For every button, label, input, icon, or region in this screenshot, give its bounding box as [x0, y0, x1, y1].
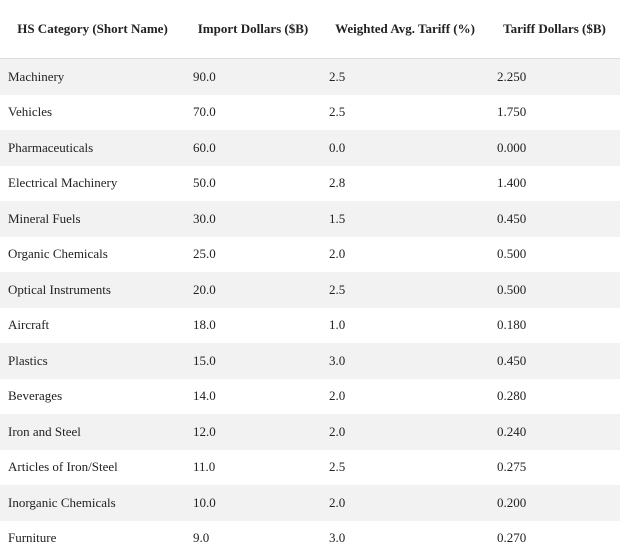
column-header: Import Dollars ($B) — [185, 0, 321, 59]
table-cell: 14.0 — [193, 388, 216, 404]
table-cell: 10.0 — [185, 485, 321, 521]
table-row: Machinery 90.0 2.5 2.250 — [0, 58, 620, 95]
table-cell: 1.0 — [329, 317, 346, 333]
table-cell: 0.450 — [489, 343, 620, 379]
table-cell: 12.0 — [185, 414, 321, 450]
table-cell: Pharmaceuticals — [0, 130, 185, 166]
table-cell: Aircraft — [8, 317, 50, 333]
table-row: Aircraft 18.0 1.0 0.180 — [0, 308, 620, 344]
table-row: Inorganic Chemicals 10.0 2.0 0.200 — [0, 485, 620, 521]
table-cell: Iron and Steel — [0, 414, 185, 450]
table-cell: 1.750 — [497, 104, 527, 120]
table-cell: 0.240 — [489, 414, 620, 450]
column-header: Weighted Avg. Tariff (%) — [321, 0, 489, 59]
table-row: Optical Instruments 20.0 2.5 0.500 — [0, 272, 620, 308]
table-cell: 70.0 — [193, 104, 216, 120]
table-cell: Inorganic Chemicals — [0, 485, 185, 521]
table-cell: 30.0 — [185, 201, 321, 237]
table-cell: 2.0 — [321, 485, 489, 521]
table-cell: 0.180 — [497, 317, 527, 333]
table-cell: 2.0 — [329, 246, 346, 262]
table-cell: Beverages — [8, 388, 63, 404]
table-cell: Machinery — [0, 58, 185, 95]
table-row: Iron and Steel 12.0 2.0 0.240 — [0, 414, 620, 450]
table-cell: 2.8 — [329, 175, 346, 191]
table-cell: 1.400 — [497, 175, 527, 191]
table-body: Machinery 90.0 2.5 2.250 Vehicles 70.0 2.5 1.75… — [0, 58, 620, 557]
table-row: Articles of Iron/Steel 11.0 2.5 0.275 — [0, 450, 620, 486]
table-cell: 0.000 — [489, 130, 620, 166]
table-cell: 15.0 — [185, 343, 321, 379]
table-cell: 3.0 — [329, 530, 346, 546]
table-cell: 60.0 — [185, 130, 321, 166]
table-cell: 2.250 — [489, 58, 620, 95]
table-cell: 0.280 — [497, 388, 527, 404]
table-cell: 2.0 — [329, 388, 346, 404]
table-cell: 20.0 — [185, 272, 321, 308]
table-cell: 0.200 — [489, 485, 620, 521]
table-cell: Organic Chemicals — [8, 246, 108, 262]
table-cell: 0.450 — [489, 201, 620, 237]
table-row: Organic Chemicals 25.0 2.0 0.500 — [0, 237, 620, 273]
table-cell: 1.5 — [321, 201, 489, 237]
table-cell: Electrical Machinery — [8, 175, 118, 191]
table-cell: 0.500 — [497, 246, 527, 262]
table-cell: 0.275 — [497, 459, 527, 475]
table-cell: 2.0 — [321, 414, 489, 450]
header-row: HS Category (Short Name) Import Dollars (… — [0, 0, 620, 59]
table-cell: Plastics — [0, 343, 185, 379]
table-cell: Vehicles — [8, 104, 53, 120]
column-header: HS Category (Short Name) — [0, 0, 185, 59]
table-cell: 11.0 — [193, 459, 216, 475]
table-cell: 2.5 — [321, 58, 489, 95]
table-cell: 3.0 — [321, 343, 489, 379]
table-cell: 0.0 — [321, 130, 489, 166]
table-cell: 2.5 — [321, 272, 489, 308]
table-cell: 9.0 — [193, 530, 210, 546]
table-cell: 0.500 — [489, 272, 620, 308]
table-cell: Articles of Iron/Steel — [8, 459, 118, 475]
table-row: Electrical Machinery 50.0 2.8 1.400 — [0, 166, 620, 202]
column-header: Tariff Dollars ($B) — [489, 0, 620, 59]
table-cell: 90.0 — [185, 58, 321, 95]
table-header: HS Category (Short Name) Import Dollars (… — [0, 0, 620, 59]
table-cell: 25.0 — [193, 246, 216, 262]
table-row: Pharmaceuticals 60.0 0.0 0.000 — [0, 130, 620, 166]
table-cell: Furniture — [8, 530, 57, 546]
table-cell: 2.5 — [329, 459, 346, 475]
table-row: Furniture 9.0 3.0 0.270 — [0, 521, 620, 557]
table-row: Plastics 15.0 3.0 0.450 — [0, 343, 620, 379]
table-cell: Mineral Fuels — [0, 201, 185, 237]
table-cell: Optical Instruments — [0, 272, 185, 308]
table-row: Beverages 14.0 2.0 0.280 — [0, 379, 620, 415]
table-cell: 18.0 — [193, 317, 216, 333]
table-cell: 50.0 — [193, 175, 216, 191]
table-row: Vehicles 70.0 2.5 1.750 — [0, 95, 620, 131]
table-cell: 0.270 — [497, 530, 527, 546]
table-cell: 2.5 — [329, 104, 346, 120]
table-row: Mineral Fuels 30.0 1.5 0.450 — [0, 201, 620, 237]
